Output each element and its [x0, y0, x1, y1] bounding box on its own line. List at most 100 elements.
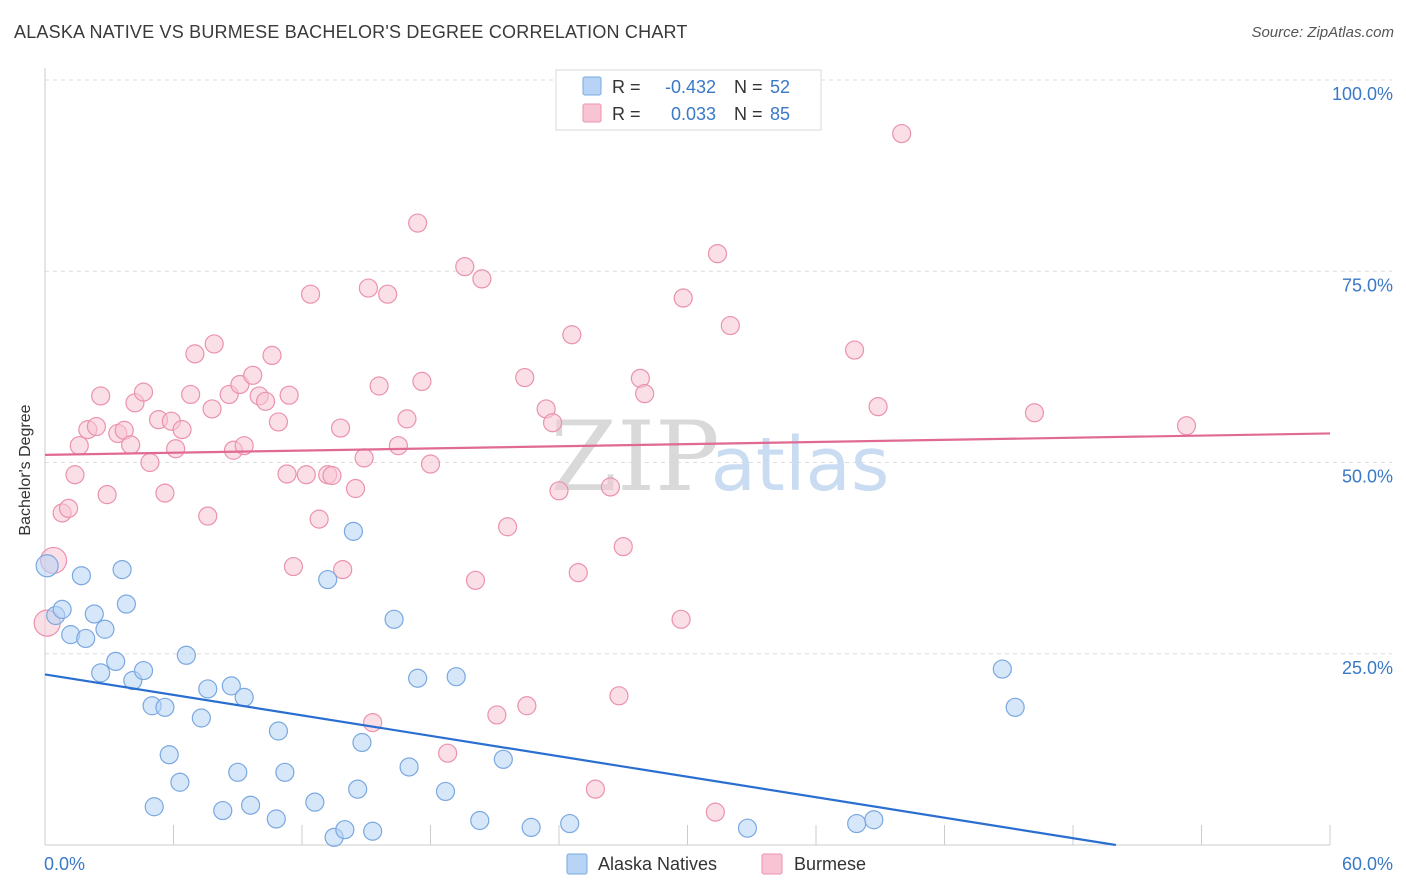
alaska-point-7 — [91, 663, 111, 683]
source-label: Source: ZipAtlas.com — [1251, 24, 1394, 41]
burmese-point-29 — [234, 436, 254, 456]
watermark-zip: ZIP — [550, 401, 719, 513]
burmese-point-58 — [465, 570, 486, 590]
alaska-point-28 — [268, 721, 289, 741]
burmese-point-5 — [69, 436, 89, 456]
alaska-point-26 — [241, 795, 261, 815]
burmese-point-55 — [420, 454, 441, 474]
legend-r-value-burmese: 0.033 — [671, 104, 716, 124]
gridlines — [45, 79, 1392, 655]
burmese-point-63 — [517, 696, 537, 716]
x-tick-label-max: 60.0% — [1342, 854, 1393, 874]
burmese-point-42 — [322, 465, 342, 486]
legend-r-label-burmese: R = — [612, 104, 641, 124]
burmese-point-8 — [91, 386, 111, 406]
burmese-point-14 — [133, 382, 154, 402]
burmese-point-19 — [166, 439, 186, 459]
burmese-point-80 — [844, 340, 865, 360]
burmese-point-62 — [515, 367, 535, 388]
watermark-atlas: atlas — [711, 422, 890, 508]
burmese-point-15 — [140, 452, 160, 473]
alaska-trend-line — [44, 673, 1117, 847]
burmese-point-52 — [397, 409, 417, 429]
burmese-point-40 — [309, 509, 329, 529]
alaska-point-4 — [71, 566, 92, 586]
alaska-point-18 — [144, 797, 164, 817]
tick-labels: 25.0% 50.0% 75.0% 100.0% 0.0% 60.0% — [44, 84, 1393, 874]
burmese-point-23 — [198, 506, 218, 526]
burmese-point-74 — [635, 384, 655, 404]
legend-bottom-label-burmese: Burmese — [794, 854, 866, 874]
alaska-point-13 — [133, 660, 154, 681]
burmese-point-78 — [707, 244, 728, 264]
chart-title: ALASKA NATIVE VS BURMESE BACHELOR'S DEGR… — [14, 22, 688, 42]
legend-n-label-alaska: N = — [734, 77, 763, 97]
burmese-point-67 — [562, 325, 582, 345]
alaska-point-33 — [335, 820, 355, 840]
alaska-point-11 — [116, 594, 136, 614]
alaska-point-27 — [266, 809, 286, 829]
burmese-point-79 — [720, 315, 740, 336]
alaska-points — [35, 521, 1025, 847]
burmese-point-49 — [369, 376, 389, 396]
alaska-point-40 — [408, 668, 428, 688]
burmese-point-51 — [388, 436, 408, 456]
burmese-point-59 — [472, 269, 492, 289]
alaska-point-51 — [1005, 697, 1025, 717]
burmese-point-3 — [58, 498, 79, 518]
legend-bottom-label-alaska: Alaska Natives — [598, 854, 717, 874]
burmese-point-44 — [333, 559, 353, 580]
burmese-point-53 — [408, 213, 428, 233]
burmese-point-72 — [613, 537, 633, 557]
alaska-point-37 — [343, 521, 363, 541]
legend-n-label-burmese: N = — [734, 104, 763, 124]
burmese-point-33 — [262, 345, 282, 365]
alaska-point-0 — [35, 554, 59, 578]
alaska-point-25 — [234, 687, 254, 707]
burmese-point-20 — [172, 420, 192, 440]
alaska-point-36 — [363, 821, 383, 841]
alaska-point-8 — [95, 619, 115, 639]
legend-bottom-swatch-alaska — [566, 853, 588, 875]
alaska-point-20 — [191, 708, 211, 728]
alaska-point-48 — [847, 813, 867, 834]
burmese-point-77 — [705, 802, 725, 822]
alaska-point-38 — [384, 609, 404, 629]
alaska-point-17 — [170, 772, 190, 792]
legend-n-value-alaska: 52 — [770, 77, 790, 97]
legend-r-label-alaska: R = — [612, 77, 641, 97]
watermark: ZIP atlas — [550, 401, 889, 513]
alaska-point-42 — [446, 667, 466, 687]
burmese-point-34 — [268, 412, 289, 432]
legend-bottom-swatch-burmese — [761, 853, 783, 875]
alaska-point-30 — [305, 792, 325, 812]
burmese-point-57 — [455, 257, 475, 277]
burmese-point-75 — [671, 609, 691, 629]
alaska-point-16 — [159, 745, 179, 765]
alaska-point-41 — [435, 781, 456, 802]
trend-lines — [44, 432, 1331, 847]
y-tick-label-3: 100.0% — [1332, 84, 1393, 104]
burmese-point-54 — [412, 371, 432, 392]
burmese-point-66 — [549, 481, 569, 501]
y-tick-label-2: 75.0% — [1342, 275, 1393, 295]
burmese-point-17 — [155, 483, 175, 503]
burmese-point-71 — [609, 686, 629, 706]
alaska-point-31 — [318, 569, 338, 590]
alaska-point-9 — [106, 651, 126, 672]
alaska-point-29 — [275, 762, 295, 782]
burmese-point-60 — [487, 705, 507, 725]
burmese-point-65 — [542, 413, 563, 433]
alaska-point-22 — [213, 800, 233, 821]
alaska-point-5 — [76, 628, 96, 649]
burmese-point-39 — [300, 284, 321, 304]
legend-series: Alaska Natives Burmese — [566, 853, 866, 875]
burmese-point-46 — [354, 448, 374, 468]
alaska-point-21 — [198, 679, 218, 699]
burmese-point-70 — [600, 477, 621, 497]
burmese-point-68 — [568, 563, 588, 583]
alaska-point-50 — [992, 659, 1012, 679]
burmese-point-50 — [378, 284, 398, 304]
alaska-point-6 — [84, 604, 104, 624]
burmese-point-76 — [673, 288, 693, 308]
